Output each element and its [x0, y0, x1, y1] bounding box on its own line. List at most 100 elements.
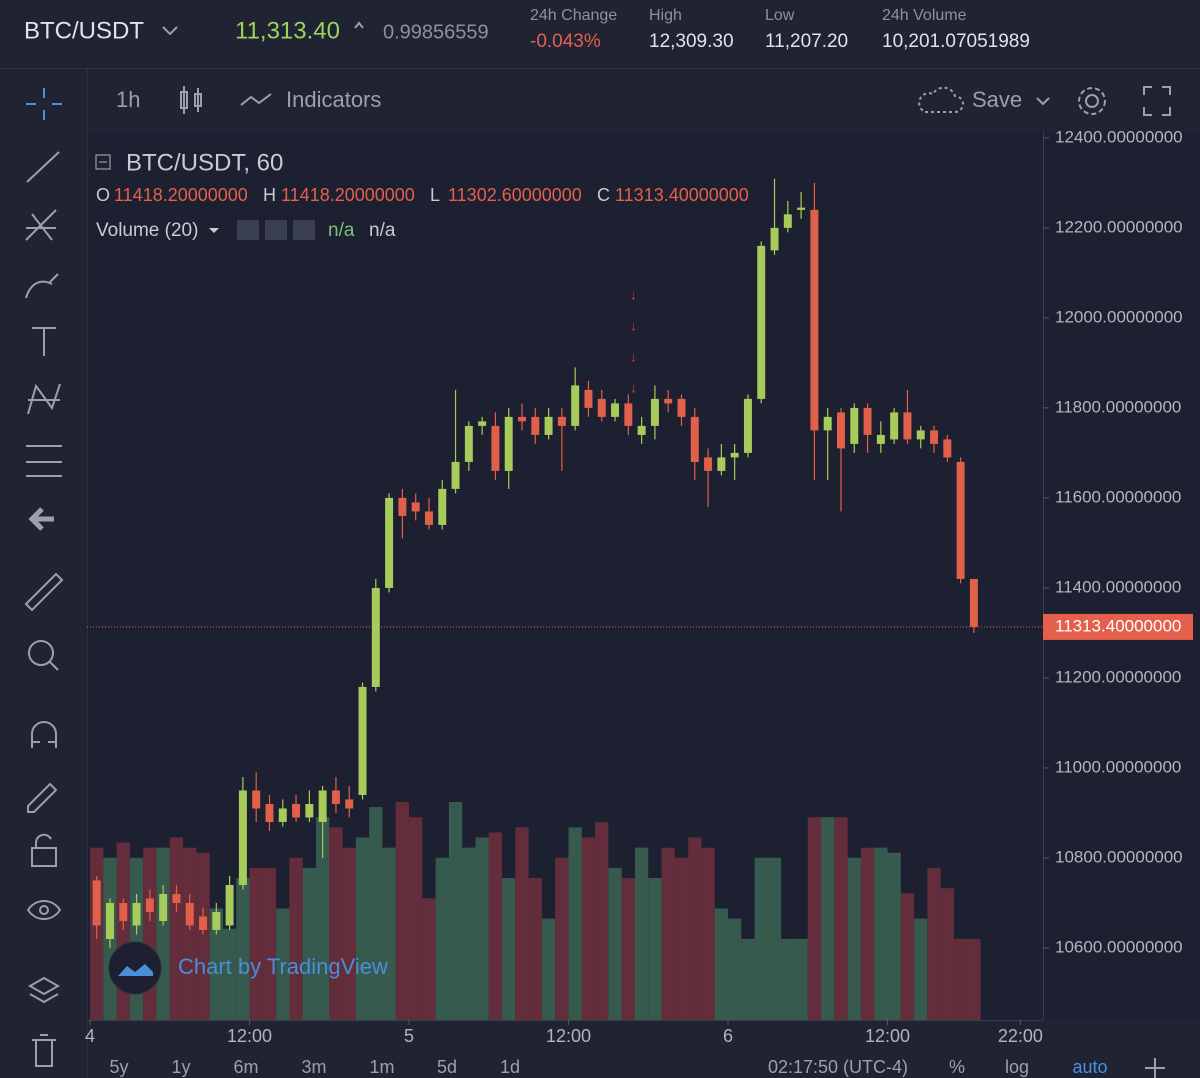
line-tool-icon[interactable] — [26, 151, 60, 183]
prediction-icon[interactable] — [26, 445, 62, 477]
watermark[interactable]: Chart by TradingView — [178, 954, 388, 979]
x-tick-label: 4 — [85, 1026, 95, 1046]
fib-tool-icon[interactable] — [25, 209, 57, 241]
settings-icon[interactable] — [1145, 1058, 1165, 1078]
volume-bar — [448, 802, 463, 1020]
last-price: 11,313.40 — [235, 17, 340, 44]
sidebar — [24, 88, 64, 1067]
candle-body — [358, 686, 367, 795]
dropdown-icon[interactable] — [209, 228, 219, 233]
candle-body — [331, 790, 340, 804]
remove-icon[interactable] — [293, 220, 315, 240]
candles-icon[interactable] — [180, 86, 202, 114]
range-button[interactable]: 5y — [109, 1057, 128, 1077]
pattern-icon[interactable] — [27, 383, 61, 415]
indicators-icon[interactable] — [240, 93, 272, 106]
range-button[interactable]: 6m — [233, 1057, 258, 1077]
eye-icon[interactable] — [26, 900, 62, 920]
settings-icon[interactable] — [1078, 87, 1106, 115]
magnet-icon[interactable] — [31, 721, 57, 748]
candle-body — [810, 209, 819, 431]
last-price-box — [1043, 613, 1193, 640]
settings-icon[interactable] — [265, 220, 287, 240]
fullscreen-icon[interactable] — [1143, 86, 1171, 116]
zoom-icon[interactable] — [49, 661, 59, 671]
x-tick-label: 12:00 — [865, 1026, 910, 1046]
signal-marker: ↓ — [630, 349, 637, 365]
y-tick-label: 11400.00000000 — [1055, 577, 1181, 596]
eye-icon[interactable] — [39, 905, 49, 915]
volume-bar — [488, 832, 503, 1020]
volume-bar — [621, 878, 635, 1020]
volume-bar — [674, 857, 689, 1020]
candle-body — [783, 214, 792, 228]
unlock-icon[interactable] — [35, 833, 52, 848]
y-tick-label: 12400.00000000 — [1055, 127, 1183, 146]
save[interactable]: Save — [972, 87, 1022, 112]
interval[interactable]: 1h — [116, 87, 140, 112]
range-button[interactable]: 5d — [437, 1057, 457, 1077]
candle-body — [132, 902, 141, 926]
y-tick-label: 12200.00000000 — [1055, 217, 1183, 236]
candle-body — [491, 425, 500, 471]
volume-bar — [688, 837, 702, 1020]
candle-body — [797, 207, 806, 210]
candle-body — [584, 389, 593, 408]
indicators[interactable]: Indicators — [286, 87, 381, 112]
volume-bar — [342, 847, 356, 1020]
volume-bar — [515, 827, 529, 1020]
ohlc-key: C — [597, 185, 610, 205]
dropdown-icon[interactable] — [162, 26, 178, 36]
volume-bar — [767, 857, 782, 1020]
range-button[interactable]: 1d — [500, 1057, 520, 1077]
range-button[interactable]: 3m — [301, 1057, 326, 1077]
signal-marker: ↓ — [630, 380, 637, 396]
candle-body — [730, 452, 739, 458]
volume-bar — [754, 857, 768, 1020]
candle-body — [664, 398, 673, 404]
text-icon[interactable] — [32, 327, 56, 356]
y-tick-label: 12000.00000000 — [1055, 307, 1183, 326]
x-tick-label: 12:00 — [546, 1026, 591, 1046]
volume-bar — [169, 837, 184, 1020]
candle-body — [823, 416, 832, 431]
scale-option[interactable]: % — [949, 1057, 965, 1077]
cloud-icon[interactable] — [918, 86, 964, 113]
zoom-icon[interactable] — [28, 640, 54, 666]
ruler-icon[interactable] — [24, 572, 64, 612]
volume-bar — [222, 928, 237, 1020]
collapse-icon[interactable] — [95, 154, 111, 170]
volume-title: Volume (20) — [96, 220, 198, 241]
lock-drawing-icon[interactable] — [27, 782, 58, 813]
back-icon[interactable] — [28, 507, 54, 531]
volume-bar — [940, 888, 954, 1020]
unlock-icon[interactable] — [31, 847, 57, 867]
volume-bar — [821, 817, 835, 1020]
candle-body — [92, 880, 101, 926]
scale-option[interactable]: log — [1005, 1057, 1029, 1077]
scale-option[interactable]: auto — [1072, 1057, 1107, 1077]
pair[interactable]: BTC/USDT — [24, 17, 144, 44]
crosshair-icon[interactable] — [26, 88, 62, 120]
candle-body — [544, 416, 553, 435]
candle-body — [677, 398, 686, 417]
ratio: 0.99856559 — [383, 21, 489, 43]
volume-bar — [608, 867, 622, 1020]
range-button[interactable]: 1y — [171, 1057, 190, 1077]
volume-bar — [555, 857, 569, 1020]
volume-bar — [927, 867, 941, 1020]
candle-body — [597, 398, 606, 417]
candle-body — [969, 578, 978, 627]
visibility-icon[interactable] — [237, 220, 259, 240]
trash-icon[interactable] — [32, 1034, 56, 1067]
volume-bar — [462, 847, 476, 1020]
settings-icon[interactable] — [1085, 94, 1099, 108]
dropdown-icon[interactable] — [1036, 97, 1050, 106]
logo — [118, 964, 153, 976]
brush-icon[interactable] — [25, 273, 59, 299]
range-button[interactable]: 1m — [369, 1057, 394, 1077]
x-tick-label: 12:00 — [227, 1026, 272, 1046]
signal-marker: ↓ — [630, 318, 637, 334]
layers-icon[interactable] — [27, 976, 61, 1004]
candle-body — [850, 407, 859, 444]
